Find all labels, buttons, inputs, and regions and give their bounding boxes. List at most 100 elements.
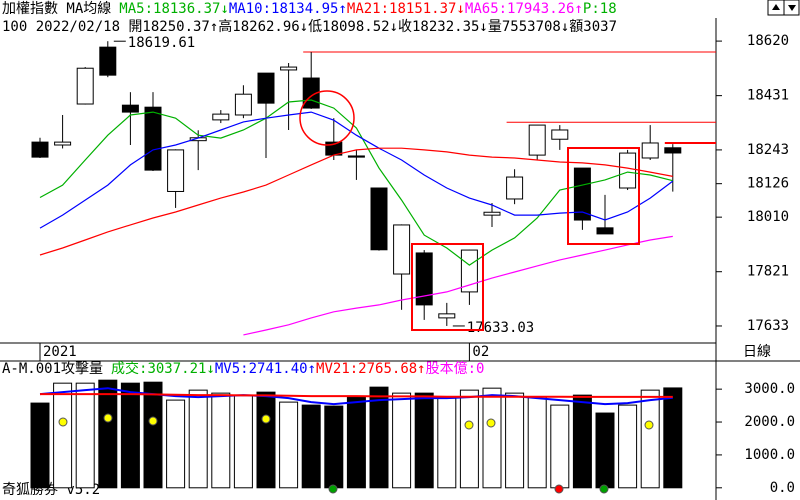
volume-bar	[482, 387, 502, 489]
legend: 加權指數 MA均線 MA5:18136.37↓MA10:18134.95↑MA21…	[2, 1, 617, 17]
subtitle: 100 2022/02/18 開18250.37↑高18262.96↓低1809…	[2, 18, 617, 35]
candle-body	[144, 106, 162, 171]
signal-dot	[464, 420, 474, 430]
candle-body	[664, 147, 682, 154]
candle-body	[506, 176, 524, 200]
candle-body	[167, 149, 185, 192]
legend-entry: 成交:3037.21↓	[111, 360, 215, 377]
volume-bar	[279, 401, 299, 489]
volume-ma-line	[40, 393, 673, 398]
legend-entry: P:18	[583, 1, 617, 17]
chart-title: 加權指數 MA均線	[2, 1, 111, 17]
signal-dot	[58, 417, 68, 427]
signal-dot	[554, 484, 564, 494]
y-tick-label: 18620	[747, 33, 789, 49]
scroll-buttons[interactable]	[767, 0, 800, 16]
signal-dot	[328, 484, 338, 494]
candle-body	[257, 72, 275, 104]
footer: 奇狐勝券 v5.2	[2, 481, 100, 498]
x-tick-label: 2021	[43, 344, 77, 360]
candle-body	[596, 227, 614, 235]
volume-bar	[459, 389, 479, 489]
highlight-circle	[299, 90, 355, 146]
volume-bar	[98, 379, 118, 489]
candle-body	[76, 67, 94, 105]
legend-entry: MV5:2741.40↑	[215, 361, 316, 377]
candle-body	[99, 46, 117, 76]
volume-bar	[640, 389, 660, 489]
legend-entry: MV21:2765.68↑	[316, 361, 426, 377]
y-tick-label: 0.0	[770, 480, 795, 496]
candle-body	[619, 152, 637, 189]
y-tick-label: 3000.0	[744, 381, 795, 397]
volume-bar	[211, 392, 231, 489]
volume-bar	[437, 397, 457, 489]
candle-body	[212, 113, 230, 121]
y-tick-label: 17633	[747, 318, 789, 334]
scroll-up-icon	[772, 4, 780, 10]
highlight-box	[411, 243, 484, 331]
candle-body	[641, 142, 659, 159]
volume-bar	[301, 404, 321, 489]
annotation: 17633.03	[467, 320, 534, 336]
legend-entry: MA21:18151.37↓	[347, 1, 465, 17]
candle-body	[551, 129, 569, 140]
volume-bar	[233, 394, 253, 489]
candle-body	[54, 141, 72, 146]
y-tick-label: 18243	[747, 142, 789, 158]
y-tick-label: 18010	[747, 209, 789, 225]
overlay	[58, 90, 654, 494]
volume-bar	[550, 404, 570, 489]
volume-bar	[595, 412, 615, 489]
signal-dot	[599, 484, 609, 494]
signal-dot	[644, 420, 654, 430]
volume-bar	[618, 404, 638, 489]
highlight-box	[567, 147, 640, 245]
legend-entry: MA10:18134.95↑	[229, 1, 347, 17]
volume-bar	[75, 382, 95, 489]
ma-line	[243, 235, 673, 336]
volume-bar	[346, 395, 366, 489]
scroll-down-icon	[788, 5, 796, 11]
volume-bar	[324, 405, 344, 489]
legend-entry: MA65:17943.26↑	[465, 1, 583, 17]
volume-bar	[143, 381, 163, 489]
legend-entry: 股本億:0	[426, 361, 485, 377]
volume-bar	[256, 391, 276, 489]
candle-body	[31, 141, 49, 158]
volume-bar	[663, 387, 683, 489]
volume-bar	[188, 389, 208, 489]
annotation: 18619.61	[128, 35, 195, 51]
y-tick-label: 18126	[747, 176, 789, 192]
candle-body	[460, 249, 478, 293]
volume-bar	[527, 396, 547, 489]
y-tick-label: 2000.0	[744, 414, 795, 430]
candle-body	[370, 187, 388, 251]
chart-title: A-M.001攻擊量	[2, 360, 103, 377]
x-tick-label: 02	[472, 344, 489, 360]
volume-bar	[166, 399, 186, 489]
volume-bar	[572, 394, 592, 489]
y-tick-label: 17821	[747, 264, 789, 280]
volume-bar	[120, 382, 140, 489]
signal-dot	[261, 414, 271, 424]
candle-body	[573, 167, 591, 221]
volume-bar	[30, 402, 50, 489]
signal-dot	[486, 418, 496, 428]
candle-body	[280, 66, 298, 71]
volume-bar	[392, 392, 412, 489]
volume-bar	[369, 386, 389, 489]
signal-dot	[103, 413, 113, 423]
signal-dot	[148, 416, 158, 426]
candle-body	[438, 313, 456, 319]
legend: A-M.001攻擊量 成交:3037.21↓MV5:2741.40↑MV21:27…	[2, 360, 484, 377]
y-tick-label: 1000.0	[744, 447, 795, 463]
candle-body	[415, 252, 433, 306]
volume-bar	[53, 382, 73, 489]
y-tick-label: 18431	[747, 88, 789, 104]
candle-body	[528, 124, 546, 156]
period-label: 日線	[743, 344, 771, 360]
candle-body	[234, 93, 252, 116]
